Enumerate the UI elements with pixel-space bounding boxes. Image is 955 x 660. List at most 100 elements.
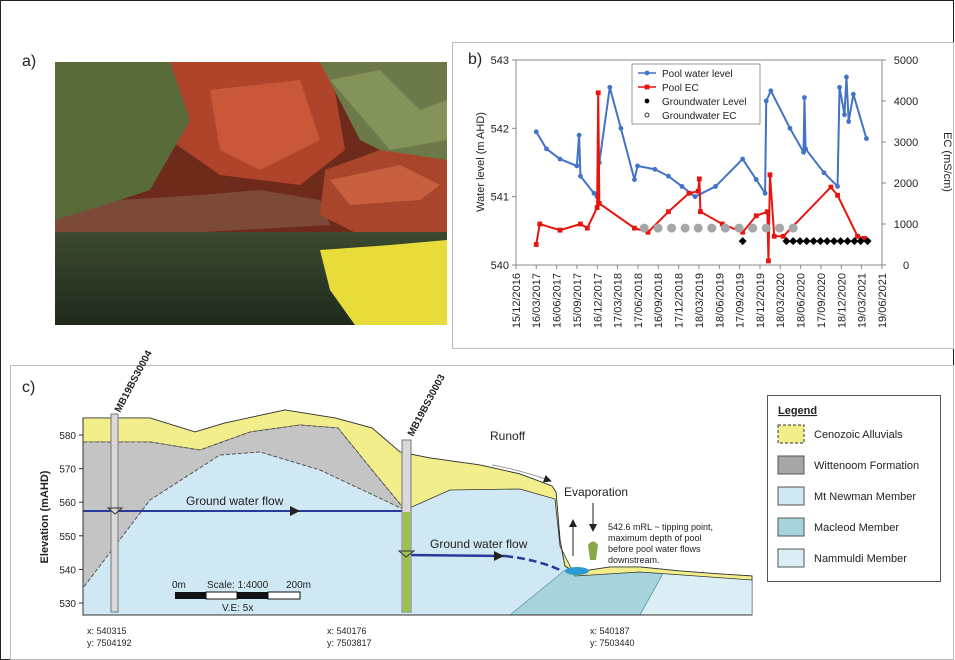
x-tick-label: 18/06/2020 [796,273,808,328]
point [618,126,623,131]
x-tick-label: 18/12/2019 [755,273,767,328]
point [844,237,852,245]
point [645,85,650,90]
coordinate: y: 7503817 [327,638,372,648]
y2-tick-label: 2000 [894,178,918,190]
point [558,157,563,162]
point [696,189,701,194]
tree-icon [588,542,598,561]
y-tick-label: 530 [59,599,76,610]
point [837,85,842,90]
point [635,164,640,169]
point [762,224,771,233]
x-tick-label: 18/03/2019 [694,273,706,328]
legend-swatch [778,518,804,536]
y-tick-label: 570 [59,465,76,476]
point [802,95,807,100]
pool [565,567,589,575]
y2-tick-label: 5000 [894,55,918,67]
point [846,119,851,124]
point [534,129,539,134]
point [822,170,827,175]
legend-swatch [778,549,804,567]
point [595,205,600,210]
scale-label: 200m [286,580,311,591]
point [534,242,539,247]
coordinate: x: 540176 [327,626,367,636]
annotation: maximum depth of pool [608,533,702,543]
legend-swatch [778,487,804,505]
coordinate: y: 7503440 [590,638,635,648]
legend-label: Macleod Member [814,522,899,534]
legend-label: Groundwater Level [662,97,747,108]
point [578,222,583,227]
point [666,174,671,179]
point [666,209,671,214]
point [735,224,744,233]
point [544,146,549,151]
point [680,184,685,189]
point [781,234,786,239]
point [788,126,793,131]
x-tick-label: 16/09/2018 [653,273,665,328]
legend-label: Mt Newman Member [814,491,916,503]
point [823,237,831,245]
x-tick-label: 18/06/2019 [714,273,726,328]
point [764,99,769,104]
point [632,226,637,231]
well-name: MB19BS30003 [406,372,448,438]
point [810,237,818,245]
point [713,184,718,189]
point [686,191,691,196]
point [698,209,703,214]
point [754,213,759,218]
coordinate: y: 7504192 [87,638,132,648]
point [864,136,869,141]
x-tick-label: 17/09/2019 [735,273,747,328]
legend-label: Nammuldi Member [814,553,907,565]
point [645,71,650,76]
point [707,224,716,233]
scale-label: 0m [172,580,186,591]
point [578,174,583,179]
point [835,184,840,189]
point [842,112,847,117]
coordinate: x: 540315 [87,626,127,636]
scale-bar [206,592,237,599]
coordinate: x: 540187 [590,626,630,636]
point [597,201,602,206]
y2-tick-label: 3000 [894,137,918,149]
well-screen [403,512,410,612]
annotation: Evaporation [564,485,628,499]
y-tick-label: 550 [59,532,76,543]
point [574,164,579,169]
photo [55,62,447,325]
legend-label: Groundwater EC [662,111,736,122]
y-tick-label: 543 [491,55,509,67]
chart: 54054154254301000200030004000500015/12/2… [491,55,919,328]
point [652,167,657,172]
legend-label: Pool EC [662,83,699,94]
x-tick-label: 17/09/2020 [816,273,828,328]
point [763,191,768,196]
point [577,133,582,138]
legend-marker [645,99,649,103]
figure: a) b) Water level (m AHD) EC (mS/cm) 540… [0,0,955,660]
point [693,194,698,199]
point [632,177,637,182]
legend-label: Cenozoic Alluvials [814,429,903,441]
scale-label: Scale: 1:4000 [207,580,269,591]
legend-label: Pool water level [662,69,733,80]
point [789,237,797,245]
point [654,224,663,233]
y-tick-label: 560 [59,498,76,509]
y-tick-label: 540 [59,565,76,576]
x-tick-label: 17/06/2018 [633,273,645,328]
scale-bar [237,592,268,599]
point [607,85,612,90]
point [768,172,773,177]
legend-title: Legend [778,405,817,417]
point [640,224,649,233]
x-tick-label: 19/06/2021 [877,273,889,328]
y-tick-label: 541 [491,192,509,204]
